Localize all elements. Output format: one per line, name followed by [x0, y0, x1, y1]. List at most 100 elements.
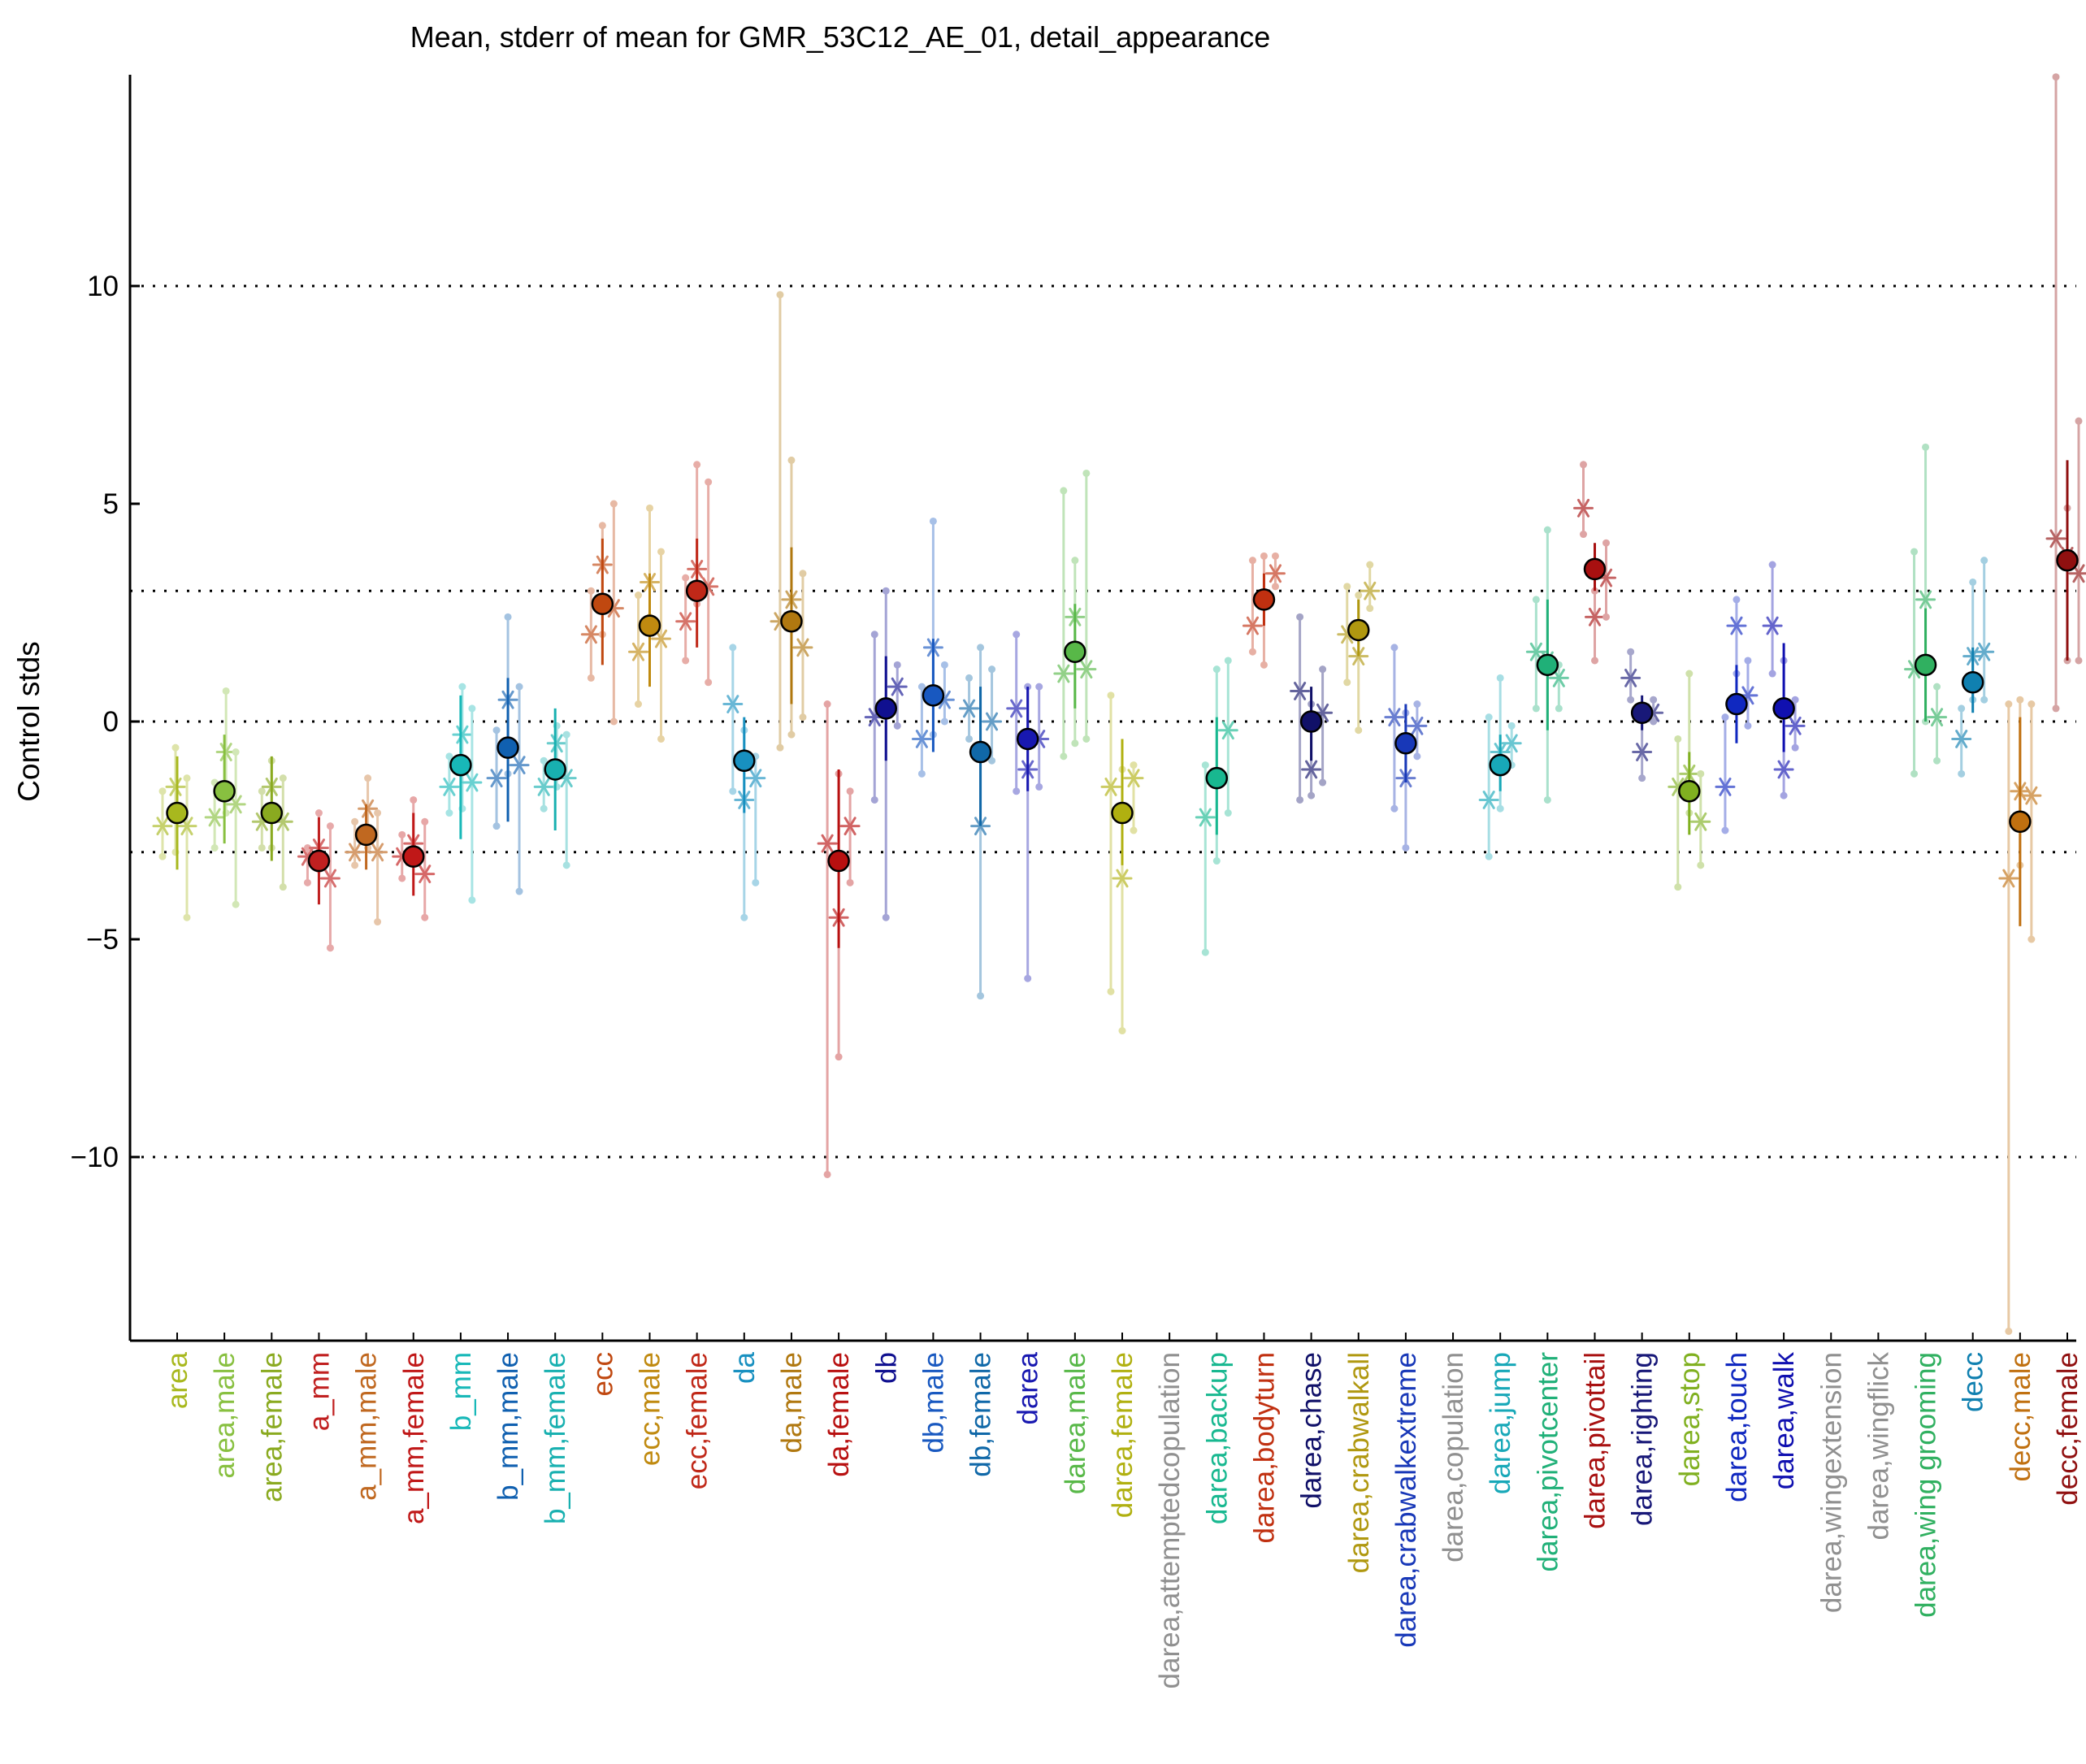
experiment-star — [533, 778, 554, 796]
experiment-bar-end — [1212, 665, 1221, 674]
category-group — [1998, 696, 2042, 1335]
experiment-bar-end — [279, 774, 287, 782]
experiment-star — [1123, 769, 1144, 788]
experiment-bar-end — [587, 587, 595, 595]
experiment-star — [2021, 786, 2042, 805]
experiment-star — [982, 712, 1003, 731]
experiment-bar-end — [303, 878, 311, 886]
star-stroke — [1269, 564, 1282, 583]
star-stroke — [915, 730, 928, 748]
experiment-bar-end — [258, 787, 266, 795]
star-stroke — [1010, 699, 1023, 718]
experiment-star — [1548, 669, 1569, 687]
experiment-star — [1053, 664, 1074, 683]
experiment-bar-end — [1413, 700, 1421, 709]
experiment-bar-end — [1260, 661, 1268, 669]
experiment-bar-end — [258, 843, 266, 852]
experiment-bar-end — [787, 456, 796, 464]
experiment-bar-end — [977, 644, 985, 652]
experiment-bar-end — [1366, 605, 1374, 613]
experiment-bar-end — [374, 918, 382, 926]
star-stroke — [1364, 581, 1377, 600]
category-group — [486, 613, 530, 895]
category-label: darea,wing grooming — [1910, 1352, 1942, 1618]
experiment-star — [1006, 699, 1027, 718]
category-group — [1620, 648, 1664, 782]
experiment-star — [225, 795, 246, 814]
star-stroke — [180, 817, 193, 836]
star-stroke — [1529, 642, 1542, 661]
category-group — [1242, 552, 1286, 669]
category-label: decc,female — [2052, 1352, 2084, 1506]
experiment-bar-end — [682, 574, 690, 582]
category-label: decc,male — [2005, 1352, 2036, 1482]
experiment-bar-end — [1744, 657, 1752, 665]
experiment-bar-end — [635, 700, 642, 709]
category-label: b_mm,male — [492, 1352, 524, 1501]
experiment-star — [1762, 616, 1783, 635]
experiment-bar-end — [468, 896, 476, 904]
experiment-bar-end — [1201, 761, 1209, 769]
experiment-bar-end — [917, 683, 926, 691]
experiment-star — [2068, 564, 2086, 583]
star-stroke — [229, 795, 242, 814]
experiment-bar-end — [1933, 683, 1941, 691]
experiment-star — [1785, 716, 1806, 735]
experiment-bar-end — [504, 613, 512, 621]
star-stroke — [986, 712, 999, 731]
mean-point — [1772, 697, 1795, 720]
experiment-bar-end — [314, 809, 323, 817]
experiment-bar-end — [515, 887, 523, 895]
category-group — [2045, 73, 2086, 713]
experiment-bar-end — [1201, 948, 1209, 956]
mean-point — [2056, 548, 2079, 572]
star-stroke — [371, 843, 384, 862]
experiment-bar-end — [210, 843, 219, 852]
data-marks — [152, 73, 2086, 1335]
star-stroke — [607, 599, 620, 618]
category-group — [1290, 613, 1334, 804]
experiment-bar-end — [1212, 857, 1221, 865]
experiment-star — [152, 817, 173, 836]
experiment-bar-end — [1685, 670, 1694, 678]
experiment-bar-end — [1532, 704, 1540, 713]
experiment-bar-end — [1366, 561, 1374, 569]
mean-point — [1347, 618, 1370, 642]
category-group — [1006, 631, 1050, 982]
category-label: b_mm — [445, 1352, 477, 1431]
star-stroke — [1199, 808, 1212, 827]
star-stroke — [938, 690, 951, 709]
experiment-bar-end — [2027, 935, 2036, 943]
experiment-star — [745, 769, 766, 788]
experiment-star — [486, 769, 507, 788]
experiment-bar-end — [657, 735, 665, 743]
mean-point — [402, 845, 425, 868]
experiment-bar-end — [1744, 722, 1752, 730]
experiment-star — [358, 799, 379, 818]
experiment-bar-end — [1402, 843, 1410, 852]
mean-point — [1489, 753, 1511, 777]
experiment-bar-end — [693, 461, 701, 469]
mean-point — [449, 753, 472, 777]
category-group — [959, 644, 1003, 1000]
experiment-star — [1407, 716, 1428, 735]
category-label: darea,pivotcenter — [1532, 1352, 1563, 1572]
category-group — [722, 644, 766, 921]
experiment-bar-end — [1780, 791, 1788, 800]
experiment-bar-end — [1650, 696, 1658, 704]
experiment-bar-end — [1355, 592, 1363, 600]
experiment-bar-end — [929, 517, 937, 525]
star-stroke — [1127, 769, 1140, 788]
category-group — [1478, 674, 1522, 860]
experiment-bar-end — [1296, 613, 1304, 621]
category-group — [628, 504, 671, 743]
mean-point — [827, 849, 850, 873]
star-stroke — [1588, 607, 1602, 626]
category-group — [1951, 557, 1995, 778]
mean-point — [1961, 671, 1984, 694]
experiment-bar-end — [835, 1053, 843, 1061]
experiment-star — [1501, 734, 1522, 753]
experiment-star — [165, 778, 186, 796]
experiment-bar-end — [988, 756, 996, 765]
experiment-bar-end — [1082, 469, 1091, 477]
